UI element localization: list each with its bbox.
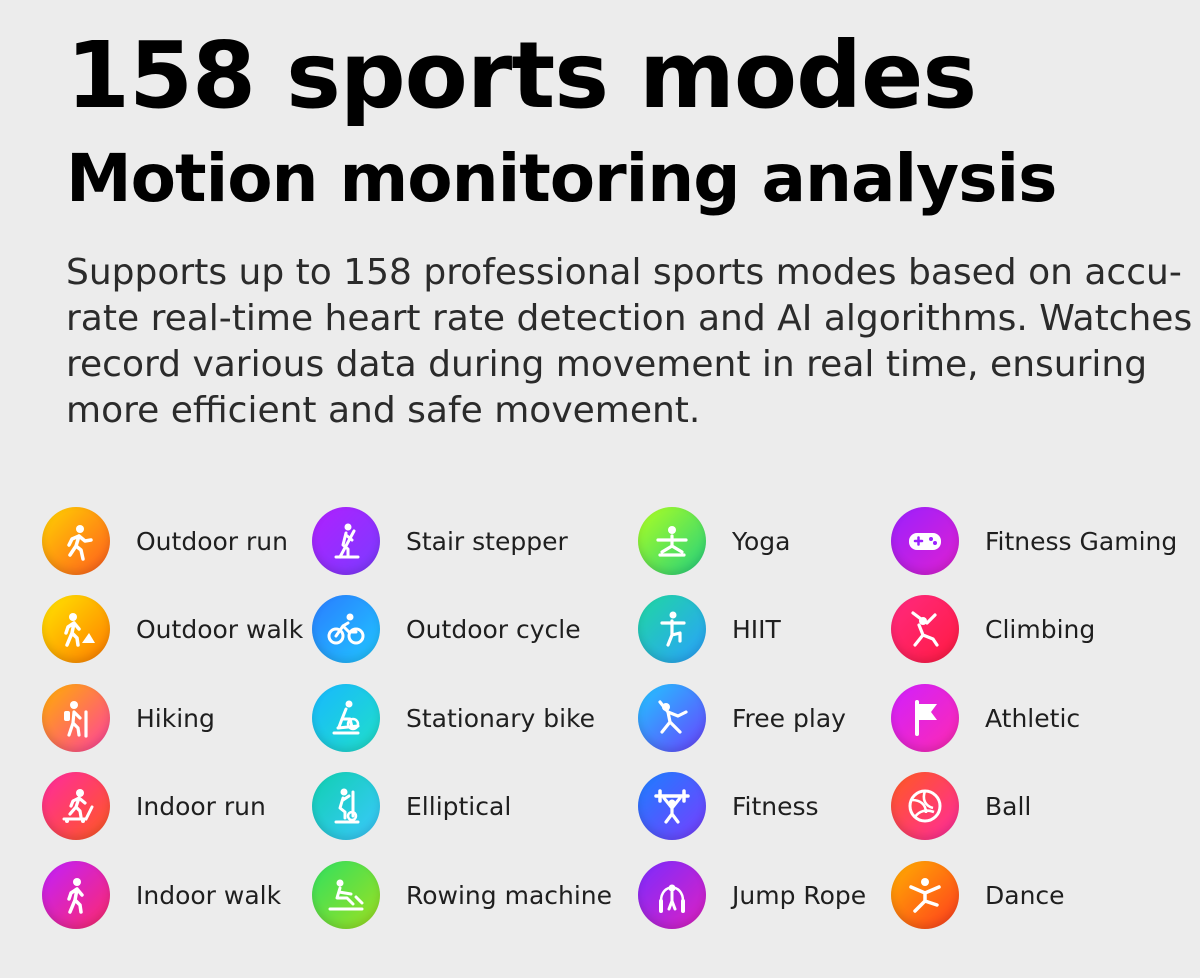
sport-mode-dance: Dance (891, 859, 1065, 931)
description-line: more efficient and safe movement. (66, 390, 701, 431)
sport-mode-label: Fitness (732, 791, 819, 821)
sport-mode-stair-stepper: Stair stepper (312, 505, 568, 577)
sport-mode-jump-rope: Jump Rope (638, 859, 866, 931)
description-line: record various data during movement in r… (66, 344, 1148, 385)
sport-mode-stationary-bike: Stationary bike (312, 682, 595, 754)
sport-mode-hiit: HIIT (638, 593, 781, 665)
dance-icon (891, 861, 959, 929)
sport-mode-label: Stationary bike (406, 703, 596, 733)
sport-mode-label: Outdoor run (136, 526, 288, 556)
sport-mode-indoor-run: Indoor run (42, 770, 266, 842)
free-play-icon (638, 684, 706, 752)
jump-rope-icon (638, 861, 706, 929)
rowing-machine-icon (312, 861, 380, 929)
elliptical-icon (312, 772, 380, 840)
sport-mode-label: Free play (732, 703, 846, 733)
sport-mode-label: Ball (985, 791, 1032, 821)
stair-stepper-icon (312, 507, 380, 575)
sport-mode-ball: Ball (891, 770, 1031, 842)
hiit-icon (638, 595, 706, 663)
description-line: Supports up to 158 professional sports m… (66, 252, 1182, 293)
sport-mode-label: Jump Rope (732, 880, 867, 910)
sport-mode-hiking: Hiking (42, 682, 215, 754)
game-controller-icon (891, 507, 959, 575)
athletic-flag-icon (891, 684, 959, 752)
sport-mode-fitness-gaming: Fitness Gaming (891, 505, 1177, 577)
sport-mode-outdoor-cycle: Outdoor cycle (312, 593, 581, 665)
page-subtitle: Motion monitoring analysis (66, 140, 1057, 217)
sport-mode-rowing-machine: Rowing machine (312, 859, 612, 931)
sport-mode-label: Fitness Gaming (985, 526, 1178, 556)
sport-mode-indoor-walk: Indoor walk (42, 859, 281, 931)
sport-mode-free-play: Free play (638, 682, 846, 754)
sport-mode-outdoor-walk: Outdoor walk (42, 593, 303, 665)
stationary-bike-icon (312, 684, 380, 752)
sport-mode-label: Rowing machine (406, 880, 613, 910)
sport-mode-label: HIIT (732, 614, 781, 644)
indoor-run-icon (42, 772, 110, 840)
hiking-icon (42, 684, 110, 752)
sport-mode-athletic: Athletic (891, 682, 1080, 754)
climbing-icon (891, 595, 959, 663)
sport-mode-label: Indoor walk (136, 880, 282, 910)
indoor-walk-icon (42, 861, 110, 929)
sport-mode-label: Athletic (985, 703, 1081, 733)
page-title: 158 sports modes (66, 22, 977, 129)
sport-mode-climbing: Climbing (891, 593, 1095, 665)
sport-mode-label: Indoor run (136, 791, 266, 821)
sport-mode-fitness: Fitness (638, 770, 819, 842)
description-line: rate real-time heart rate detection and … (66, 298, 1193, 339)
sport-mode-elliptical: Elliptical (312, 770, 511, 842)
sport-mode-yoga: Yoga (638, 505, 790, 577)
sport-mode-label: Elliptical (406, 791, 512, 821)
sport-mode-label: Hiking (136, 703, 215, 733)
sport-mode-outdoor-run: Outdoor run (42, 505, 288, 577)
outdoor-run-icon (42, 507, 110, 575)
description: Supports up to 158 professional sports m… (66, 250, 1193, 434)
sport-mode-label: Outdoor walk (136, 614, 304, 644)
volleyball-icon (891, 772, 959, 840)
sport-mode-label: Dance (985, 880, 1065, 910)
outdoor-walk-icon (42, 595, 110, 663)
sport-mode-label: Climbing (985, 614, 1096, 644)
sport-mode-label: Stair stepper (406, 526, 568, 556)
yoga-icon (638, 507, 706, 575)
sport-mode-label: Outdoor cycle (406, 614, 581, 644)
sport-mode-label: Yoga (732, 526, 791, 556)
outdoor-cycle-icon (312, 595, 380, 663)
fitness-icon (638, 772, 706, 840)
